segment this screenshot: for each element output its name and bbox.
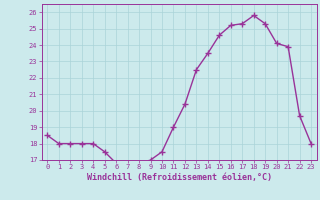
- X-axis label: Windchill (Refroidissement éolien,°C): Windchill (Refroidissement éolien,°C): [87, 173, 272, 182]
